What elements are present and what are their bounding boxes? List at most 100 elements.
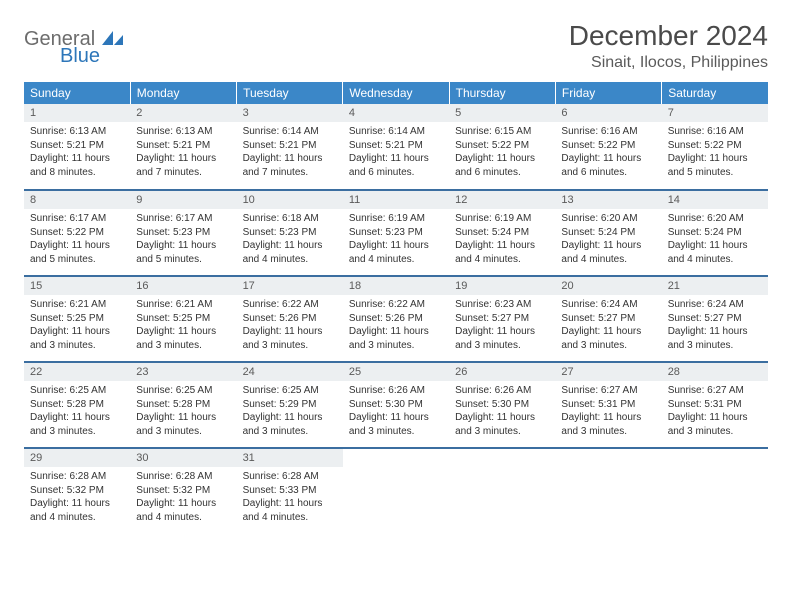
title-block: December 2024 Sinait, Ilocos, Philippine… <box>569 20 768 72</box>
day-number: 23 <box>130 363 236 381</box>
calendar-cell: 24Sunrise: 6:25 AMSunset: 5:29 PMDayligh… <box>237 362 343 448</box>
calendar-cell: 3Sunrise: 6:14 AMSunset: 5:21 PMDaylight… <box>237 104 343 190</box>
day-number: 9 <box>130 191 236 209</box>
calendar-cell: 13Sunrise: 6:20 AMSunset: 5:24 PMDayligh… <box>555 190 661 276</box>
month-title: December 2024 <box>569 20 768 52</box>
day-details: Sunrise: 6:25 AMSunset: 5:28 PMDaylight:… <box>130 381 236 442</box>
day-number: 21 <box>662 277 768 295</box>
header: General Blue December 2024 Sinait, Iloco… <box>24 20 768 72</box>
weekday-header: Monday <box>130 82 236 104</box>
day-details: Sunrise: 6:23 AMSunset: 5:27 PMDaylight:… <box>449 295 555 356</box>
calendar-cell: 28Sunrise: 6:27 AMSunset: 5:31 PMDayligh… <box>662 362 768 448</box>
calendar-head: SundayMondayTuesdayWednesdayThursdayFrid… <box>24 82 768 104</box>
day-details: Sunrise: 6:16 AMSunset: 5:22 PMDaylight:… <box>555 122 661 183</box>
day-details: Sunrise: 6:22 AMSunset: 5:26 PMDaylight:… <box>237 295 343 356</box>
day-number: 24 <box>237 363 343 381</box>
day-details: Sunrise: 6:20 AMSunset: 5:24 PMDaylight:… <box>555 209 661 270</box>
day-details: Sunrise: 6:21 AMSunset: 5:25 PMDaylight:… <box>130 295 236 356</box>
calendar-cell: 19Sunrise: 6:23 AMSunset: 5:27 PMDayligh… <box>449 276 555 362</box>
location: Sinait, Ilocos, Philippines <box>569 54 768 72</box>
day-details: Sunrise: 6:28 AMSunset: 5:33 PMDaylight:… <box>237 467 343 528</box>
calendar-cell: 18Sunrise: 6:22 AMSunset: 5:26 PMDayligh… <box>343 276 449 362</box>
day-number: 26 <box>449 363 555 381</box>
logo: General Blue <box>24 28 124 68</box>
day-number: 3 <box>237 104 343 122</box>
calendar-cell: 22Sunrise: 6:25 AMSunset: 5:28 PMDayligh… <box>24 362 130 448</box>
calendar-cell: 9Sunrise: 6:17 AMSunset: 5:23 PMDaylight… <box>130 190 236 276</box>
day-details: Sunrise: 6:20 AMSunset: 5:24 PMDaylight:… <box>662 209 768 270</box>
day-details: Sunrise: 6:17 AMSunset: 5:23 PMDaylight:… <box>130 209 236 270</box>
day-number: 10 <box>237 191 343 209</box>
day-number: 19 <box>449 277 555 295</box>
calendar-cell: 20Sunrise: 6:24 AMSunset: 5:27 PMDayligh… <box>555 276 661 362</box>
calendar-cell: 2Sunrise: 6:13 AMSunset: 5:21 PMDaylight… <box>130 104 236 190</box>
day-number: 14 <box>662 191 768 209</box>
day-number: 13 <box>555 191 661 209</box>
calendar-cell: 23Sunrise: 6:25 AMSunset: 5:28 PMDayligh… <box>130 362 236 448</box>
day-number: 2 <box>130 104 236 122</box>
weekday-header: Sunday <box>24 82 130 104</box>
weekday-header: Thursday <box>449 82 555 104</box>
calendar-cell: 1Sunrise: 6:13 AMSunset: 5:21 PMDaylight… <box>24 104 130 190</box>
calendar-cell: 17Sunrise: 6:22 AMSunset: 5:26 PMDayligh… <box>237 276 343 362</box>
day-details: Sunrise: 6:24 AMSunset: 5:27 PMDaylight:… <box>555 295 661 356</box>
calendar-cell: 10Sunrise: 6:18 AMSunset: 5:23 PMDayligh… <box>237 190 343 276</box>
day-details: Sunrise: 6:21 AMSunset: 5:25 PMDaylight:… <box>24 295 130 356</box>
day-number: 8 <box>24 191 130 209</box>
day-number: 6 <box>555 104 661 122</box>
day-number: 30 <box>130 449 236 467</box>
weekday-header: Wednesday <box>343 82 449 104</box>
calendar-cell <box>662 448 768 534</box>
calendar-cell: 29Sunrise: 6:28 AMSunset: 5:32 PMDayligh… <box>24 448 130 534</box>
calendar-cell: 11Sunrise: 6:19 AMSunset: 5:23 PMDayligh… <box>343 190 449 276</box>
day-number: 17 <box>237 277 343 295</box>
calendar-cell: 25Sunrise: 6:26 AMSunset: 5:30 PMDayligh… <box>343 362 449 448</box>
day-number: 27 <box>555 363 661 381</box>
calendar-cell: 27Sunrise: 6:27 AMSunset: 5:31 PMDayligh… <box>555 362 661 448</box>
calendar-table: SundayMondayTuesdayWednesdayThursdayFrid… <box>24 82 768 534</box>
day-details: Sunrise: 6:13 AMSunset: 5:21 PMDaylight:… <box>24 122 130 183</box>
day-number: 4 <box>343 104 449 122</box>
calendar-cell: 4Sunrise: 6:14 AMSunset: 5:21 PMDaylight… <box>343 104 449 190</box>
weekday-header: Tuesday <box>237 82 343 104</box>
day-details: Sunrise: 6:13 AMSunset: 5:21 PMDaylight:… <box>130 122 236 183</box>
weekday-header: Saturday <box>662 82 768 104</box>
day-details: Sunrise: 6:15 AMSunset: 5:22 PMDaylight:… <box>449 122 555 183</box>
day-number: 12 <box>449 191 555 209</box>
day-number: 16 <box>130 277 236 295</box>
day-details: Sunrise: 6:16 AMSunset: 5:22 PMDaylight:… <box>662 122 768 183</box>
calendar-body: 1Sunrise: 6:13 AMSunset: 5:21 PMDaylight… <box>24 104 768 534</box>
calendar-cell: 14Sunrise: 6:20 AMSunset: 5:24 PMDayligh… <box>662 190 768 276</box>
day-details: Sunrise: 6:28 AMSunset: 5:32 PMDaylight:… <box>130 467 236 528</box>
day-number: 15 <box>24 277 130 295</box>
calendar-cell <box>449 448 555 534</box>
day-details: Sunrise: 6:14 AMSunset: 5:21 PMDaylight:… <box>237 122 343 183</box>
day-number: 11 <box>343 191 449 209</box>
day-details: Sunrise: 6:22 AMSunset: 5:26 PMDaylight:… <box>343 295 449 356</box>
day-details: Sunrise: 6:28 AMSunset: 5:32 PMDaylight:… <box>24 467 130 528</box>
calendar-cell: 8Sunrise: 6:17 AMSunset: 5:22 PMDaylight… <box>24 190 130 276</box>
day-number: 29 <box>24 449 130 467</box>
calendar-cell: 16Sunrise: 6:21 AMSunset: 5:25 PMDayligh… <box>130 276 236 362</box>
day-details: Sunrise: 6:19 AMSunset: 5:23 PMDaylight:… <box>343 209 449 270</box>
logo-sail-icon <box>102 32 124 49</box>
day-number: 7 <box>662 104 768 122</box>
day-details: Sunrise: 6:26 AMSunset: 5:30 PMDaylight:… <box>343 381 449 442</box>
day-number: 5 <box>449 104 555 122</box>
day-number: 18 <box>343 277 449 295</box>
day-details: Sunrise: 6:19 AMSunset: 5:24 PMDaylight:… <box>449 209 555 270</box>
day-details: Sunrise: 6:25 AMSunset: 5:28 PMDaylight:… <box>24 381 130 442</box>
day-details: Sunrise: 6:26 AMSunset: 5:30 PMDaylight:… <box>449 381 555 442</box>
day-details: Sunrise: 6:27 AMSunset: 5:31 PMDaylight:… <box>555 381 661 442</box>
calendar-cell: 30Sunrise: 6:28 AMSunset: 5:32 PMDayligh… <box>130 448 236 534</box>
calendar-cell: 6Sunrise: 6:16 AMSunset: 5:22 PMDaylight… <box>555 104 661 190</box>
day-number: 28 <box>662 363 768 381</box>
calendar-cell: 31Sunrise: 6:28 AMSunset: 5:33 PMDayligh… <box>237 448 343 534</box>
day-number: 31 <box>237 449 343 467</box>
calendar-cell: 5Sunrise: 6:15 AMSunset: 5:22 PMDaylight… <box>449 104 555 190</box>
day-details: Sunrise: 6:17 AMSunset: 5:22 PMDaylight:… <box>24 209 130 270</box>
day-details: Sunrise: 6:27 AMSunset: 5:31 PMDaylight:… <box>662 381 768 442</box>
day-details: Sunrise: 6:25 AMSunset: 5:29 PMDaylight:… <box>237 381 343 442</box>
calendar-cell: 12Sunrise: 6:19 AMSunset: 5:24 PMDayligh… <box>449 190 555 276</box>
day-details: Sunrise: 6:14 AMSunset: 5:21 PMDaylight:… <box>343 122 449 183</box>
